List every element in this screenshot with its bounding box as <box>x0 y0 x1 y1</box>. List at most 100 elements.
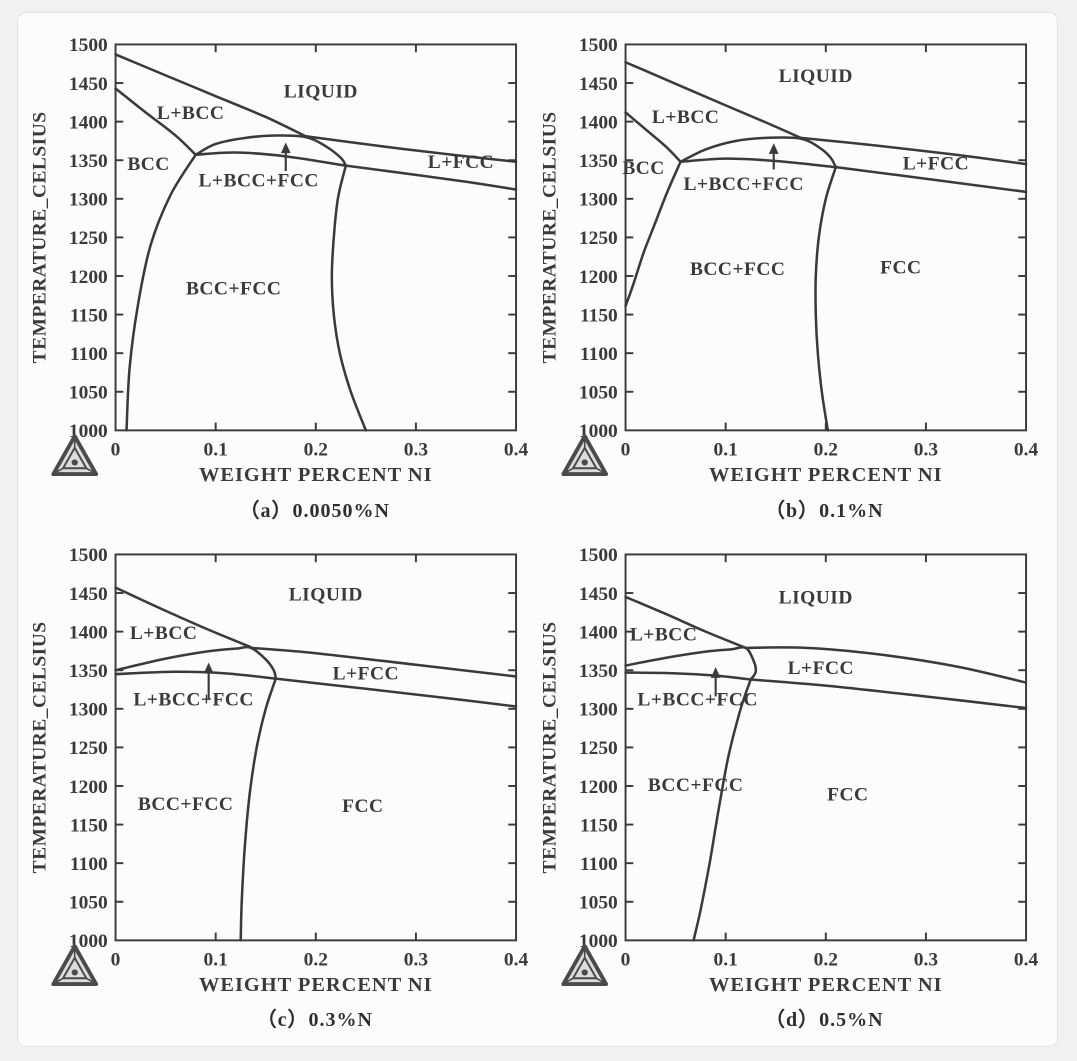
x-tick-label: 0.4 <box>1013 440 1038 461</box>
phase-diagram-svg-d: 1000 1050 1100 1150 1200 1250 1300 1350 1400 1450… <box>540 545 1038 996</box>
curve-fcc-solidus <box>834 165 1027 194</box>
y-tick-label: 1200 <box>69 776 108 797</box>
y-tick-label: 1000 <box>578 931 617 952</box>
plot-frame <box>624 553 1027 941</box>
x-axis: 0 0.1 0.2 0.3 0.4 <box>620 554 1038 970</box>
thermo-calc-triangle-logo-icon <box>51 943 99 986</box>
y-axis-title: TEMPERATURE_CELSIUS <box>540 621 561 873</box>
region-label-l-fcc: L+FCC <box>333 663 399 684</box>
y-tick-label: 1500 <box>578 545 617 566</box>
x-tick-label: 0.1 <box>713 949 737 970</box>
y-tick-label: 1050 <box>69 892 108 913</box>
curve-bccfcc-fcc-boundary <box>691 677 752 942</box>
y-tick-label: 1300 <box>578 190 617 211</box>
phase-diagram-grid: 1000 1050 1100 1150 1200 1250 1300 1350 1400 1450… <box>30 25 1045 1032</box>
phase-diagram-svg-c: 1000 1050 1100 1150 1200 1250 1300 1350 1400 1450… <box>30 545 528 996</box>
annotation-arrow <box>203 662 214 700</box>
y-tick-label: 1500 <box>69 545 108 566</box>
figure-card: 1000 1050 1100 1150 1200 1250 1300 1350 1400 1450… <box>17 12 1058 1047</box>
y-tick-label: 1350 <box>578 151 617 172</box>
y-tick-label: 1300 <box>69 190 108 211</box>
curve-three-phase-bottom <box>678 157 837 169</box>
x-tick-label: 0.4 <box>1013 949 1038 970</box>
curve-liquidus-l-bcc <box>623 595 747 649</box>
y-tick-label: 1200 <box>69 267 108 288</box>
y-tick-label: 1350 <box>69 661 108 682</box>
curve-bcc-bccfcc-boundary <box>125 153 197 432</box>
y-tick-label: 1300 <box>69 699 108 720</box>
y-tick-label: 1350 <box>578 661 617 682</box>
y-tick-label: 1050 <box>578 383 617 404</box>
thermo-calc-triangle-logo-icon <box>560 943 608 986</box>
region-label-l-bcc: L+BCC <box>157 103 225 124</box>
y-tick-label: 1050 <box>69 383 108 404</box>
y-tick-label: 1150 <box>579 305 617 326</box>
y-tick-label: 1100 <box>579 854 617 875</box>
x-axis-title: WEIGHT PERCENT NI <box>199 464 432 486</box>
region-label-liquid: LIQUID <box>778 587 852 608</box>
y-tick-label: 1400 <box>578 112 617 133</box>
y-tick-label: 1500 <box>69 35 108 56</box>
y-tick-label: 1450 <box>69 583 108 604</box>
x-tick-label: 0.1 <box>204 949 228 970</box>
region-label-l-bcc: L+BCC <box>629 624 697 645</box>
panel-caption-b: （b）0.1%N <box>764 499 884 522</box>
y-tick-label: 1250 <box>69 228 108 249</box>
y-tick-label: 1400 <box>69 112 108 133</box>
annotation-arrow <box>280 142 291 172</box>
annotation-arrow <box>710 666 721 697</box>
y-tick-label: 1450 <box>69 74 108 95</box>
phase-diagram-svg-a: 1000 1050 1100 1150 1200 1250 1300 1350 1400 1450… <box>30 35 528 486</box>
region-label-l-fcc: L+FCC <box>428 152 494 173</box>
region-label-fcc: FCC <box>342 796 383 817</box>
y-tick-label: 1400 <box>578 622 617 643</box>
x-axis: 0 0.1 0.2 0.3 0.4 <box>111 554 528 970</box>
y-axis-title: TEMPERATURE_CELSIUS <box>30 621 51 873</box>
curve-three-phase-bottom <box>194 151 348 167</box>
y-tick-label: 1400 <box>69 622 108 643</box>
panel-a: 1000 1050 1100 1150 1200 1250 1300 1350 1400 1450… <box>30 25 536 523</box>
x-tick-label: 0.2 <box>813 949 837 970</box>
phase-diagram-b: 1000 1050 1100 1150 1200 1250 1300 1350 1400 1450… <box>540 25 1046 490</box>
y-tick-label: 1050 <box>578 892 617 913</box>
annotation-arrow <box>768 143 779 170</box>
y-tick-label: 1250 <box>578 228 617 249</box>
y-tick-label: 1100 <box>579 344 617 365</box>
y-tick-label: 1450 <box>578 583 617 604</box>
y-tick-label: 1100 <box>70 344 108 365</box>
region-labels: LIQUID L+BCC BCC L+BCC+FCC L+FCC BCC+FCC <box>127 82 494 300</box>
x-axis: 0 0.1 0.2 0.3 0.4 <box>620 44 1038 461</box>
thermo-calc-triangle-logo-icon <box>560 434 608 477</box>
plot-frame <box>114 553 518 941</box>
curve-three-phase-bottom <box>623 670 752 681</box>
curve-fcc-dome <box>678 136 837 169</box>
y-tick-label: 1200 <box>578 267 617 288</box>
curve-bccfcc-fcc-boundary <box>330 164 368 432</box>
y-axis: 1000 1050 1100 1150 1200 1250 1300 1350 1400 1450… <box>69 35 517 442</box>
region-label-l-bcc-fcc: L+BCC+FCC <box>133 689 253 710</box>
panel-caption-d: （d）0.5%N <box>764 1009 884 1032</box>
y-tick-label: 1200 <box>578 776 617 797</box>
region-label-l-bcc: L+BCC <box>130 623 198 644</box>
x-tick-label: 0 <box>111 949 121 970</box>
y-tick-label: 1500 <box>578 35 617 56</box>
curve-bcc-solidus <box>623 111 682 164</box>
panel-b: 1000 1050 1100 1150 1200 1250 1300 1350 1400 1450… <box>540 25 1046 523</box>
y-tick-label: 1450 <box>578 74 617 95</box>
region-label-l-fcc: L+FCC <box>787 658 853 679</box>
region-labels: LIQUID L+BCC BCC L+BCC+FCC L+FCC BCC+FCC FCC <box>622 66 968 280</box>
region-label-l-bcc-fcc: L+BCC+FCC <box>198 170 318 191</box>
y-tick-label: 1150 <box>70 815 108 836</box>
y-axis: 1000 1050 1100 1150 1200 1250 1300 1350 1400 1450… <box>578 35 1026 442</box>
region-label-bcc-fcc: BCC+FCC <box>689 259 784 280</box>
phase-boundaries <box>114 53 518 432</box>
curve-liquidus-l-bcc <box>114 585 253 649</box>
region-label-bcc: BCC <box>127 154 170 175</box>
region-label-fcc: FCC <box>827 784 868 805</box>
curve-bcc-bccfcc-boundary <box>623 160 682 308</box>
y-axis-title: TEMPERATURE_CELSIUS <box>30 111 51 363</box>
x-tick-label: 0 <box>620 949 630 970</box>
phase-boundaries <box>114 585 518 942</box>
x-tick-label: 0.2 <box>304 949 328 970</box>
curve-fcc-solidus <box>274 677 518 708</box>
